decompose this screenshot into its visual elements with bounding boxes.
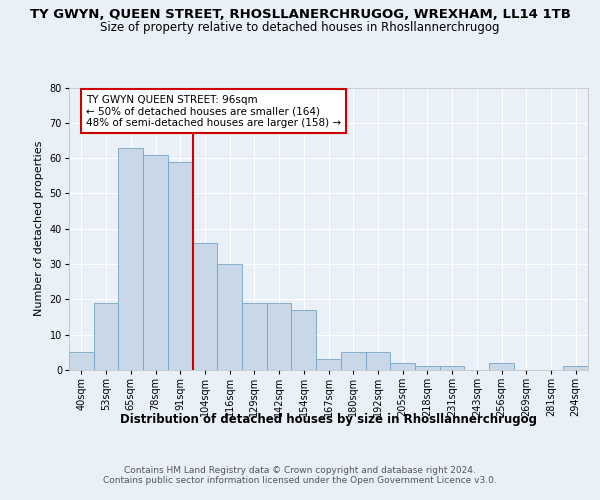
Text: Size of property relative to detached houses in Rhosllannerchrugog: Size of property relative to detached ho… bbox=[100, 21, 500, 34]
Bar bbox=[69, 352, 94, 370]
Text: Contains public sector information licensed under the Open Government Licence v3: Contains public sector information licen… bbox=[103, 476, 497, 485]
Bar bbox=[489, 363, 514, 370]
Text: TY GWYN, QUEEN STREET, RHOSLLANERCHRUGOG, WREXHAM, LL14 1TB: TY GWYN, QUEEN STREET, RHOSLLANERCHRUGOG… bbox=[29, 8, 571, 20]
Text: Contains HM Land Registry data © Crown copyright and database right 2024.: Contains HM Land Registry data © Crown c… bbox=[124, 466, 476, 475]
Bar bbox=[563, 366, 588, 370]
Bar bbox=[267, 303, 292, 370]
Bar bbox=[143, 154, 168, 370]
Text: TY GWYN QUEEN STREET: 96sqm
← 50% of detached houses are smaller (164)
48% of se: TY GWYN QUEEN STREET: 96sqm ← 50% of det… bbox=[86, 94, 341, 128]
Bar bbox=[390, 363, 415, 370]
Bar bbox=[242, 303, 267, 370]
Bar bbox=[292, 310, 316, 370]
Bar bbox=[316, 360, 341, 370]
Bar bbox=[415, 366, 440, 370]
Bar bbox=[341, 352, 365, 370]
Text: Distribution of detached houses by size in Rhosllannerchrugog: Distribution of detached houses by size … bbox=[121, 412, 538, 426]
Bar bbox=[168, 162, 193, 370]
Bar bbox=[193, 243, 217, 370]
Bar bbox=[365, 352, 390, 370]
Bar bbox=[440, 366, 464, 370]
Bar bbox=[94, 303, 118, 370]
Bar bbox=[217, 264, 242, 370]
Bar bbox=[118, 148, 143, 370]
Y-axis label: Number of detached properties: Number of detached properties bbox=[34, 141, 44, 316]
